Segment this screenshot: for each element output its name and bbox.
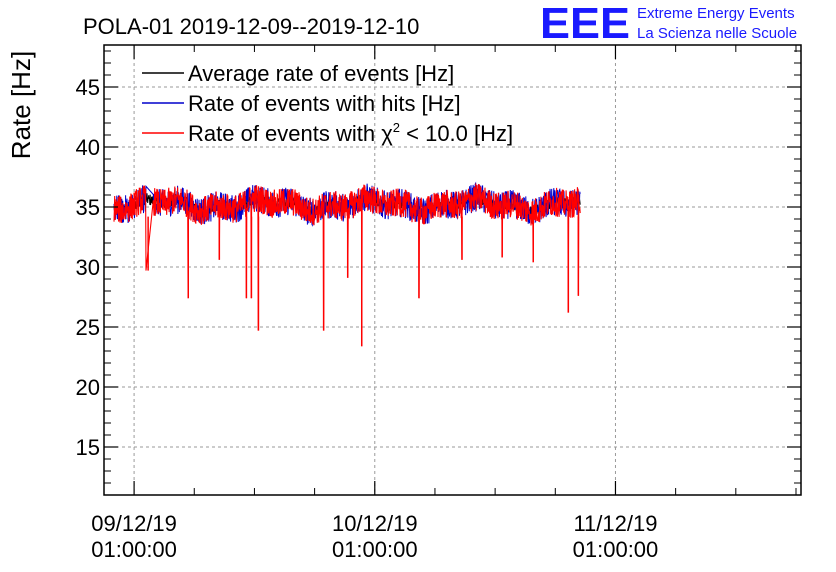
- logo: EEE Extreme Energy Events La Scienza nel…: [540, 0, 797, 48]
- legend: Average rate of events [Hz] Rate of even…: [142, 61, 513, 146]
- logo-mark: EEE: [540, 0, 630, 48]
- y-tick-label: 30: [76, 255, 100, 280]
- logo-line-1: Extreme Energy Events: [637, 5, 795, 22]
- legend-label-chi2-exponent: 2: [393, 120, 400, 135]
- legend-label-average: Average rate of events [Hz]: [188, 61, 454, 86]
- y-tick-label: 15: [76, 435, 100, 460]
- y-tick-label: 25: [76, 315, 100, 340]
- series-chi2-line: [113, 183, 581, 347]
- axis-tick-labels: 1520253035404509/12/1901:00:0010/12/1901…: [76, 75, 659, 562]
- legend-label-chi2-prefix: Rate of events with: [188, 121, 381, 146]
- y-tick-label: 35: [76, 195, 100, 220]
- legend-label-hits: Rate of events with hits [Hz]: [188, 91, 461, 116]
- x-tick-label-date: 10/12/19: [332, 511, 418, 536]
- legend-label-chi2: Rate of events with χ2 < 10.0 [Hz]: [188, 120, 513, 146]
- x-tick-label-date: 11/12/19: [573, 511, 657, 536]
- chart-title: POLA-01 2019-12-09--2019-12-10: [83, 14, 419, 39]
- x-tick-label-time: 01:00:00: [91, 537, 177, 562]
- x-tick-label-date: 09/12/19: [91, 511, 177, 536]
- axis-ticks: [104, 45, 801, 496]
- logo-line-2: La Scienza nelle Scuole: [637, 25, 797, 42]
- x-tick-label-time: 01:00:00: [332, 537, 418, 562]
- x-tick-label-time: 01:00:00: [573, 537, 659, 562]
- legend-label-chi2-symbol: χ: [381, 121, 393, 146]
- plot-frame: [103, 44, 802, 496]
- y-axis-label: Rate [Hz]: [6, 51, 36, 159]
- legend-label-chi2-suffix: < 10.0 [Hz]: [400, 121, 513, 146]
- series-lines: [113, 181, 581, 347]
- y-tick-label: 40: [76, 135, 100, 160]
- y-tick-label: 20: [76, 375, 100, 400]
- y-tick-label: 45: [76, 75, 100, 100]
